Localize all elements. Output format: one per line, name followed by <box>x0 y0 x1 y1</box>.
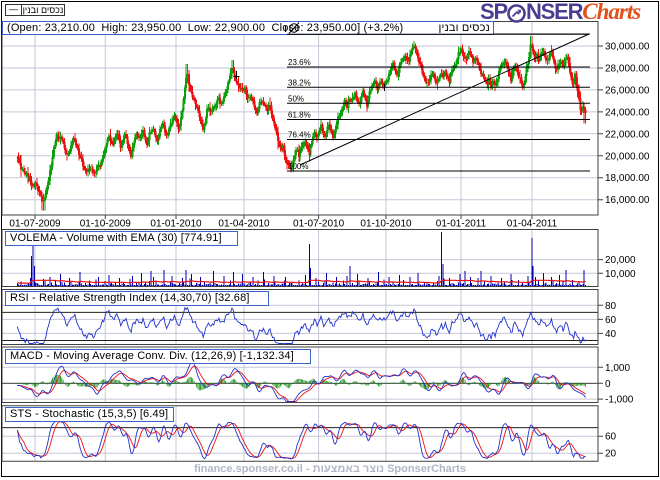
svg-text:01-07-2010: 01-07-2010 <box>293 219 345 230</box>
svg-text:01-01-2010: 01-01-2010 <box>150 219 202 230</box>
svg-text:01-10-2010: 01-10-2010 <box>360 219 412 230</box>
svg-text:30,000.00: 30,000.00 <box>605 42 650 53</box>
svg-text:80: 80 <box>605 301 617 312</box>
svg-text:1,000: 1,000 <box>605 363 630 374</box>
svg-text:01-04-2010: 01-04-2010 <box>218 219 270 230</box>
svg-text:28,000.00: 28,000.00 <box>605 64 650 75</box>
svg-text:16,000.00: 16,000.00 <box>605 195 650 206</box>
svg-text:-1,000: -1,000 <box>605 395 634 406</box>
svg-text:100%: 100% <box>288 162 308 171</box>
svg-text:20: 20 <box>605 449 617 460</box>
svg-text:01-01-2011: 01-01-2011 <box>436 219 487 230</box>
svg-text:18,000.00: 18,000.00 <box>605 173 650 184</box>
svg-text:24,000.00: 24,000.00 <box>605 107 650 118</box>
svg-text:61.8%: 61.8% <box>288 111 311 120</box>
svg-text:60: 60 <box>605 432 617 443</box>
svg-text:76.4%: 76.4% <box>288 131 311 140</box>
svg-text:40: 40 <box>605 329 617 340</box>
svg-text:10,000: 10,000 <box>605 269 636 280</box>
svg-text:38.2%: 38.2% <box>288 78 311 87</box>
svg-text:01-04-2011: 01-04-2011 <box>507 219 558 230</box>
svg-text:01-10-2009: 01-10-2009 <box>80 219 132 230</box>
svg-text:20,000: 20,000 <box>605 255 636 266</box>
svg-text:60: 60 <box>605 315 617 326</box>
svg-text:50%: 50% <box>288 94 304 103</box>
svg-text:01-07-2009: 01-07-2009 <box>9 219 61 230</box>
svg-text:0: 0 <box>605 379 611 390</box>
svg-text:22,000.00: 22,000.00 <box>605 129 650 140</box>
svg-text:23.6%: 23.6% <box>288 58 311 67</box>
svg-text:26,000.00: 26,000.00 <box>605 85 650 96</box>
svg-text:20,000.00: 20,000.00 <box>605 151 650 162</box>
